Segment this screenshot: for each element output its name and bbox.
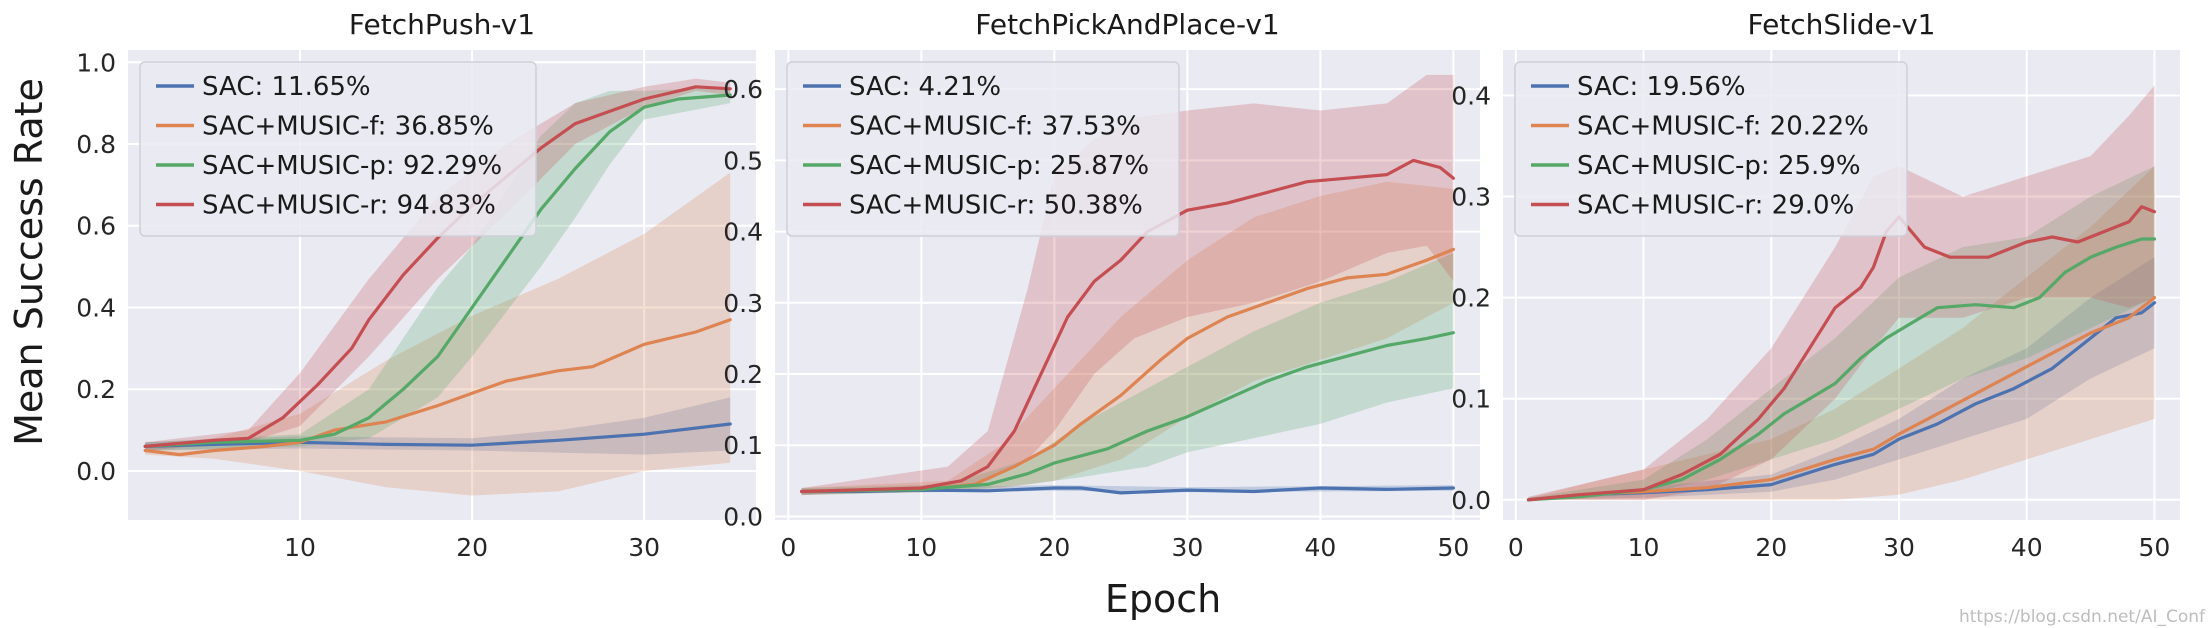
band-sac-music-p: [1528, 166, 2155, 500]
x-tick-label: 30: [628, 533, 660, 562]
y-tick-label: 0.3: [1451, 183, 1491, 212]
legend-entry: SAC+MUSIC-r: 29.0%: [1577, 191, 1854, 221]
y-tick-label: 0.0: [723, 502, 763, 531]
band-sac-music-p: [801, 253, 1454, 496]
chart-title: FetchPush-v1: [349, 8, 535, 41]
band-sac-music-p: [145, 86, 731, 451]
y-tick-label: 0.1: [1451, 385, 1491, 414]
y-tick-label: 0.4: [76, 293, 116, 322]
band-sac-music-f: [801, 181, 1454, 496]
x-tick-label: 20: [456, 533, 488, 562]
legend-entry: SAC: 4.21%: [849, 72, 1001, 102]
x-tick-label: 40: [2011, 533, 2043, 562]
x-tick-label: 0: [780, 533, 796, 562]
band-sac: [1528, 257, 2155, 500]
legend-entry: SAC+MUSIC-p: 92.29%: [202, 151, 502, 181]
y-tick-label: 0.3: [723, 289, 763, 318]
series-line-sac-music-p: [799, 331, 1456, 494]
panel-fetchslide: 0 10 20 30 40 500.00.10.20.30.4 SAC: 19.56%SA…: [1451, 8, 2180, 562]
x-tick-label: 10: [284, 533, 316, 562]
x-tick-label: 10: [905, 533, 937, 562]
y-tick-label: 0.2: [1451, 284, 1491, 313]
y-tick-label: 0.8: [76, 130, 116, 159]
x-tick-label: 40: [1304, 533, 1336, 562]
legend-entry: SAC+MUSIC-p: 25.87%: [849, 151, 1149, 181]
legend-box: [786, 61, 1180, 237]
tick-labels: 10 20 30 0.0 0.2 0.4 0.6 0.8 1.0: [76, 48, 660, 562]
chart-title: FetchSlide-v1: [1748, 8, 1936, 41]
band-sac-music-f: [145, 172, 731, 496]
chart-title: FetchPickAndPlace-v1: [975, 8, 1279, 41]
y-tick-label: 0.0: [76, 457, 116, 486]
y-tick-label: 0.4: [723, 218, 763, 247]
legend: SAC: 4.21% SAC+MUSIC-f: 37.53% SAC+MUSIC-p…: [786, 61, 1180, 237]
y-tick-label: 0.6: [76, 212, 116, 241]
legend-box: [1514, 61, 1908, 237]
band-sac-music-r: [1528, 85, 2155, 500]
legend-box: [139, 61, 537, 237]
x-tick-label: 50: [2139, 533, 2171, 562]
legend-entry: SAC+MUSIC-f: 36.85%: [202, 112, 494, 142]
x-tick-label: 20: [1038, 533, 1070, 562]
band-sac-music-r: [801, 74, 1454, 496]
x-tick-label: 30: [1171, 533, 1203, 562]
panel-fetchpush: 10 20 30 0.0 0.2 0.4 0.6 0.8 1.0 SAC: 11.65% SAC+…: [76, 8, 756, 562]
tick-labels: 0 10 20 30 40 50 0.0 0.1 0.2 0.3 0.4: [1451, 81, 2170, 562]
series-line-sac-music-f: [1526, 296, 2157, 502]
band-sac-music-r: [145, 78, 731, 451]
legend-entry: SAC+MUSIC-f: 20.22%: [1577, 112, 1869, 142]
y-tick-label: 0.6: [723, 75, 763, 104]
band-sac-music-f: [1528, 166, 2155, 500]
legend-entry: SAC: 19.56%: [1577, 72, 1746, 102]
x-tick-label: 30: [1883, 533, 1915, 562]
watermark: https://blog.csdn.net/AI_Conf: [1959, 607, 2206, 627]
y-tick-label: 0.4: [1451, 81, 1491, 110]
series-line-sac-music-f: [799, 247, 1456, 494]
y-tick-label: 0.1: [723, 431, 763, 460]
legend-entry: SAC: 11.65%: [202, 72, 371, 102]
x-tick-label: 10: [1628, 533, 1660, 562]
tick-labels: 0 10 20 30 40 50 0.0 0.1 0.2 0.3 0.4 0.5 0.6: [723, 75, 1469, 562]
series-line-sac: [143, 422, 732, 448]
legend: SAC: 19.56% SAC+MUSIC-f: 20.22% SAC+MUSIC-…: [1514, 61, 1908, 237]
panel-fetchpickandplace: 0 10 20 30 40 50 0.0 0.1 0.2 0.3 0.4 0.5 0.6 SAC: 4.…: [723, 8, 1480, 562]
series-line-sac-music-f: [143, 318, 732, 457]
series-line-sac-music-p: [143, 93, 732, 448]
legend-entry: SAC+MUSIC-p: 25.9%: [1577, 151, 1861, 181]
legend: SAC: 11.65% SAC+MUSIC-f: 36.85% SAC+MUSIC-…: [139, 61, 537, 237]
y-tick-label: 1.0: [76, 48, 116, 77]
y-tick-label: 0.2: [76, 375, 116, 404]
y-tick-label: 0.0: [1451, 486, 1491, 515]
confidence-bands: [1528, 85, 2155, 500]
y-tick-label: 0.2: [723, 360, 763, 389]
series-line-sac-music-p: [1526, 237, 2157, 502]
legend-entry: SAC+MUSIC-f: 37.53%: [849, 112, 1141, 142]
legend-entry: SAC+MUSIC-r: 94.83%: [202, 191, 496, 221]
x-tick-label: 50: [1437, 533, 1469, 562]
x-tick-label: 0: [1508, 533, 1524, 562]
legend-entry: SAC+MUSIC-r: 50.38%: [849, 191, 1143, 221]
y-tick-label: 0.5: [723, 146, 763, 175]
y-axis-label: Mean Success Rate: [7, 78, 51, 446]
x-axis-label: Epoch: [1105, 577, 1221, 621]
x-tick-label: 20: [1755, 533, 1787, 562]
